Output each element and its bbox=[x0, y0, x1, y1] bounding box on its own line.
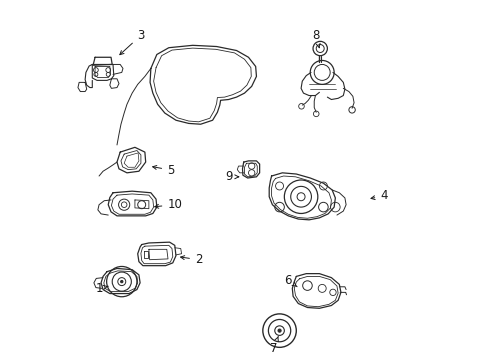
Text: 8: 8 bbox=[312, 29, 320, 48]
Circle shape bbox=[277, 329, 281, 332]
Text: 5: 5 bbox=[152, 163, 174, 176]
Text: 9: 9 bbox=[224, 170, 238, 183]
Text: 6: 6 bbox=[284, 274, 297, 287]
Text: 2: 2 bbox=[180, 253, 202, 266]
Text: 7: 7 bbox=[269, 336, 278, 355]
Circle shape bbox=[121, 280, 122, 283]
Text: 3: 3 bbox=[120, 29, 144, 55]
Text: 1: 1 bbox=[95, 282, 108, 295]
Text: 4: 4 bbox=[370, 189, 387, 202]
Text: 10: 10 bbox=[154, 198, 182, 211]
